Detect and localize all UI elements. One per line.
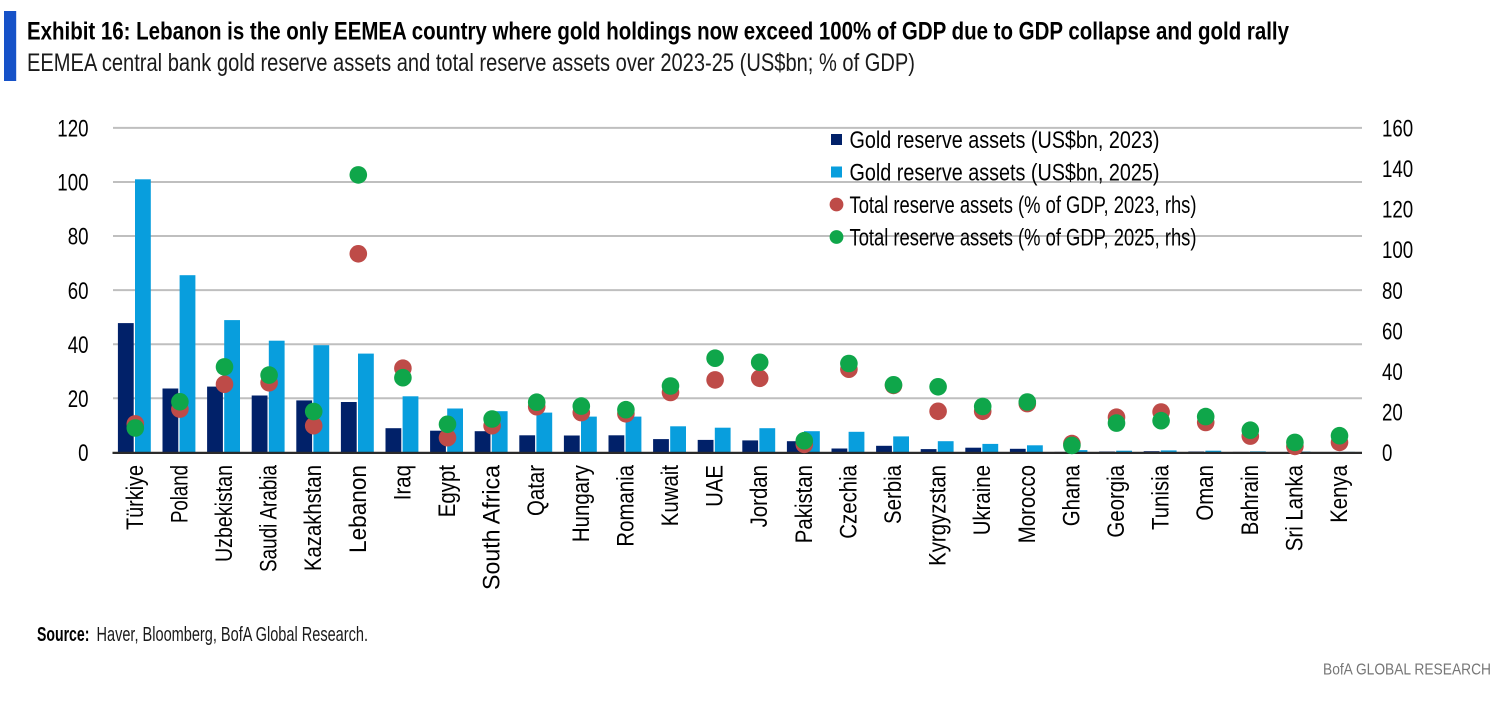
svg-text:80: 80 bbox=[1382, 278, 1403, 305]
svg-text:Sri Lanka: Sri Lanka bbox=[1281, 464, 1308, 551]
svg-text:Kuwait: Kuwait bbox=[657, 465, 684, 526]
svg-text:Gold reserve assets (US$bn, 20: Gold reserve assets (US$bn, 2025) bbox=[850, 160, 1160, 187]
svg-text:Morocco: Morocco bbox=[1014, 465, 1041, 543]
svg-text:EEMEA central bank gold reserv: EEMEA central bank gold reserve assets a… bbox=[27, 49, 915, 77]
svg-text:Georgia: Georgia bbox=[1103, 464, 1130, 537]
svg-text:60: 60 bbox=[68, 278, 89, 305]
svg-text:Pakistan: Pakistan bbox=[791, 465, 818, 543]
svg-text:Total reserve assets (% of GDP: Total reserve assets (% of GDP, 2023, rh… bbox=[850, 192, 1197, 219]
svg-text:Kazakhstan: Kazakhstan bbox=[300, 465, 327, 571]
svg-text:Poland: Poland bbox=[166, 465, 193, 523]
svg-text:40: 40 bbox=[68, 332, 89, 359]
svg-text:Hungary: Hungary bbox=[568, 465, 595, 542]
svg-text:BofA GLOBAL RESEARCH: BofA GLOBAL RESEARCH bbox=[1323, 662, 1491, 679]
svg-text:Ukraine: Ukraine bbox=[969, 465, 996, 535]
svg-text:Egypt: Egypt bbox=[434, 465, 461, 517]
svg-text:Czechia: Czechia bbox=[835, 464, 862, 538]
svg-text:Tunisia: Tunisia bbox=[1148, 464, 1175, 530]
svg-text:100: 100 bbox=[1382, 237, 1413, 264]
svg-text:20: 20 bbox=[68, 386, 89, 413]
svg-text:60: 60 bbox=[1382, 318, 1403, 345]
svg-text:Türkiye: Türkiye bbox=[122, 465, 149, 530]
svg-text:0: 0 bbox=[1382, 440, 1392, 467]
svg-text:Serbia: Serbia bbox=[880, 464, 907, 524]
svg-text:Kyrgyzstan: Kyrgyzstan bbox=[925, 465, 952, 566]
svg-text:0: 0 bbox=[78, 440, 88, 467]
svg-text:Kenya: Kenya bbox=[1326, 464, 1353, 522]
svg-text:Oman: Oman bbox=[1192, 465, 1219, 521]
svg-text:120: 120 bbox=[57, 116, 88, 143]
svg-text:20: 20 bbox=[1382, 399, 1403, 426]
svg-text:South Africa: South Africa bbox=[479, 464, 506, 590]
svg-text:Exhibit 16: Lebanon is the onl: Exhibit 16: Lebanon is the only EEMEA co… bbox=[27, 18, 1289, 46]
svg-text:Romania: Romania bbox=[612, 464, 639, 546]
svg-text:40: 40 bbox=[1382, 359, 1403, 386]
svg-text:Saudi Arabia: Saudi Arabia bbox=[256, 464, 283, 572]
svg-text:Bahrain: Bahrain bbox=[1237, 465, 1264, 535]
svg-text:Lebanon: Lebanon bbox=[345, 465, 372, 553]
svg-text:Iraq: Iraq bbox=[389, 465, 416, 500]
svg-text:120: 120 bbox=[1382, 197, 1413, 224]
svg-text:UAE: UAE bbox=[702, 465, 729, 507]
svg-text:Jordan: Jordan bbox=[746, 465, 773, 527]
svg-text:Source:: Source: bbox=[37, 624, 89, 646]
svg-text:Uzbekistan: Uzbekistan bbox=[211, 465, 238, 562]
svg-text:Qatar: Qatar bbox=[523, 465, 550, 516]
svg-text:Ghana: Ghana bbox=[1058, 464, 1085, 526]
svg-text:160: 160 bbox=[1382, 116, 1413, 143]
svg-text:100: 100 bbox=[57, 170, 88, 197]
svg-text:Haver, Bloomberg, BofA Global: Haver, Bloomberg, BofA Global Research. bbox=[97, 624, 369, 646]
svg-text:Total reserve assets (% of GDP: Total reserve assets (% of GDP, 2025, rh… bbox=[850, 225, 1197, 252]
svg-text:Gold reserve assets (US$bn, 20: Gold reserve assets (US$bn, 2023) bbox=[850, 127, 1160, 154]
svg-text:140: 140 bbox=[1382, 156, 1413, 183]
svg-text:80: 80 bbox=[68, 224, 89, 251]
